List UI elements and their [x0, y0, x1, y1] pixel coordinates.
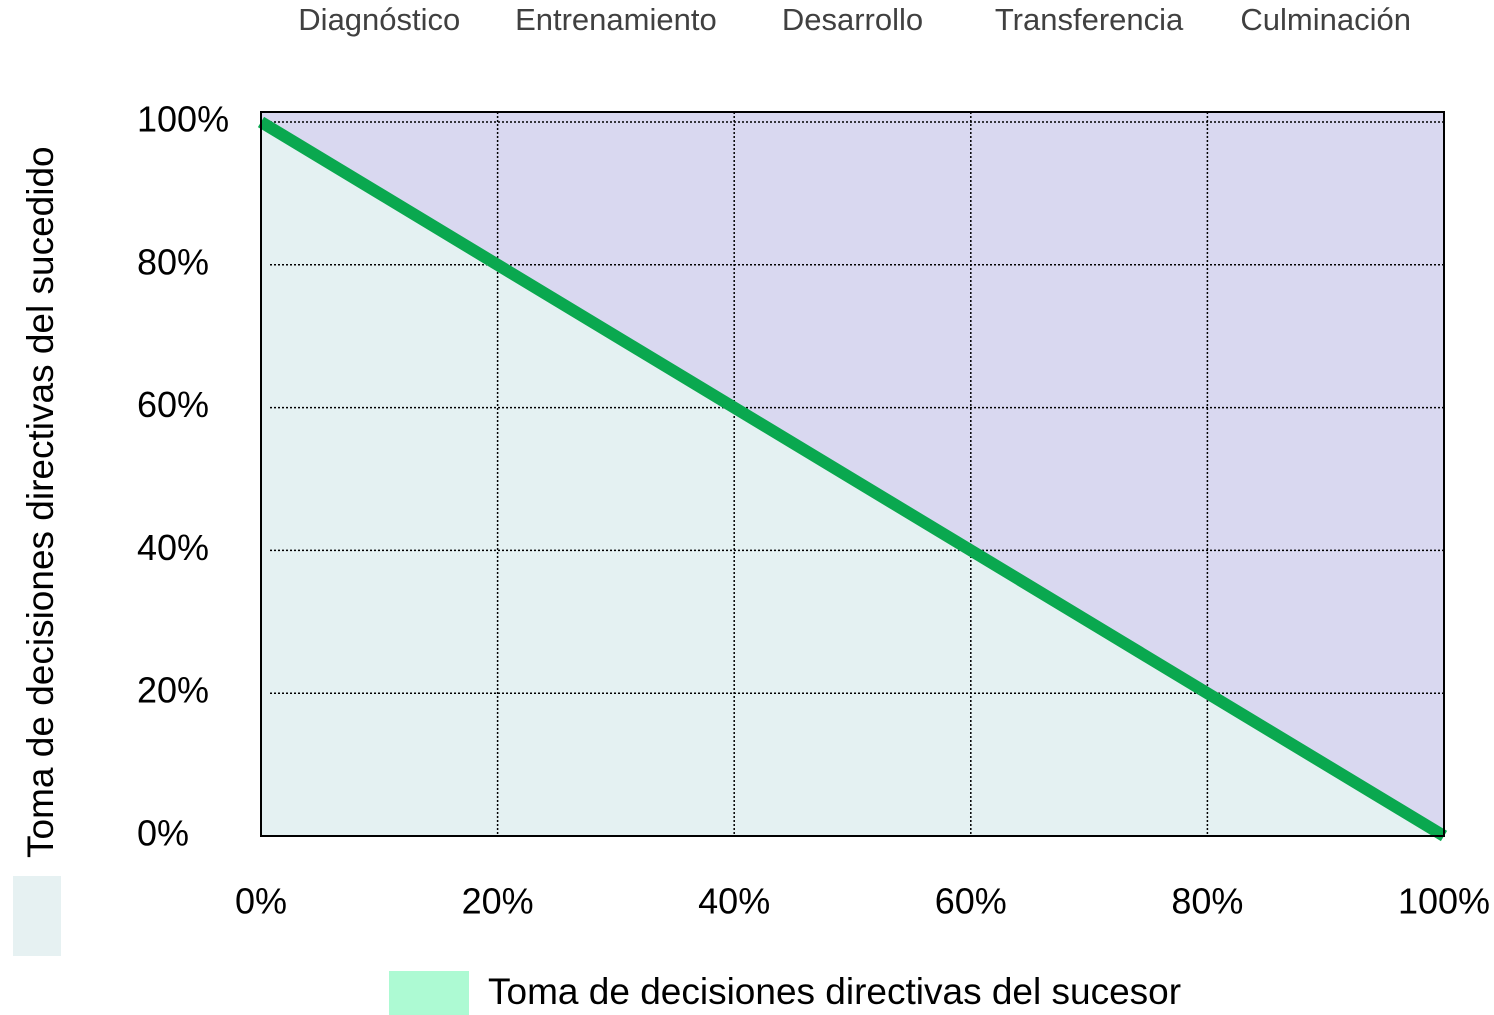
- x-tick-label: 80%: [1171, 881, 1243, 922]
- x-tick-label: 60%: [935, 881, 1007, 922]
- y-tick-label: 0%: [137, 813, 189, 854]
- y-tick-label: 40%: [137, 527, 209, 568]
- y-tick-label: 80%: [137, 241, 209, 282]
- x-axis-label: Toma de decisiones directivas del suceso…: [488, 971, 1181, 1012]
- plot-frame: [260, 111, 1445, 837]
- x-legend-swatch: [389, 971, 469, 1015]
- x-tick-label: 20%: [462, 881, 534, 922]
- y-tick-label: 60%: [137, 384, 209, 425]
- stage-label: Culminación: [1240, 2, 1411, 37]
- y-tick-label: 20%: [137, 670, 209, 711]
- y-tick-label: 100%: [137, 99, 229, 140]
- y-axis-label: Toma de decisiones directivas del sucedi…: [20, 146, 61, 858]
- x-tick-label: 40%: [698, 881, 770, 922]
- x-tick-label: 100%: [1398, 881, 1490, 922]
- line: [257, 116, 1448, 842]
- x-tick-label: 0%: [235, 881, 287, 922]
- y-legend-swatch: [13, 876, 61, 956]
- stage-label: Desarrollo: [782, 2, 923, 37]
- stage-label: Entrenamiento: [515, 2, 717, 37]
- stage-label: Diagnóstico: [298, 2, 460, 37]
- stage-label: Transferencia: [995, 2, 1184, 37]
